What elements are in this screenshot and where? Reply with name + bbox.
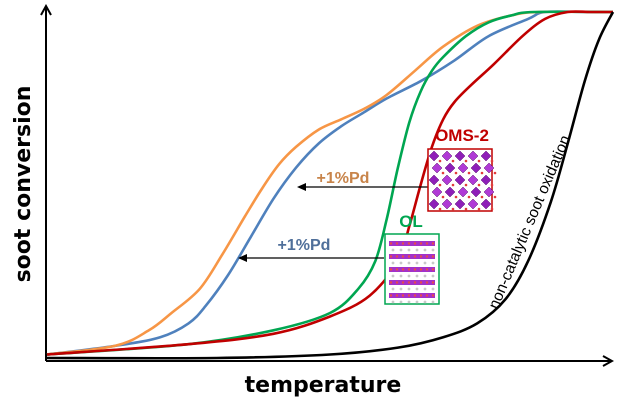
series-group [46, 10, 615, 360]
ol-label: OL [399, 212, 423, 231]
series-line-black [46, 11, 615, 360]
oms2-label: OMS-2 [435, 126, 489, 145]
pd-label-oms2: +1%Pd [317, 170, 370, 187]
series-line-green [46, 10, 614, 356]
series-line-red [46, 10, 613, 356]
oms2-structure-image [427, 148, 497, 212]
series-line-blue [46, 10, 613, 356]
non-catalytic-label: non-catalytic soot oxidation [486, 133, 575, 312]
ol-structure-image [384, 233, 440, 305]
pd-label-ol: +1%Pd [278, 237, 331, 254]
series-line-orange [46, 10, 614, 356]
x-axis-label: temperature [245, 373, 402, 398]
y-axis-label: soot conversion [11, 86, 36, 283]
